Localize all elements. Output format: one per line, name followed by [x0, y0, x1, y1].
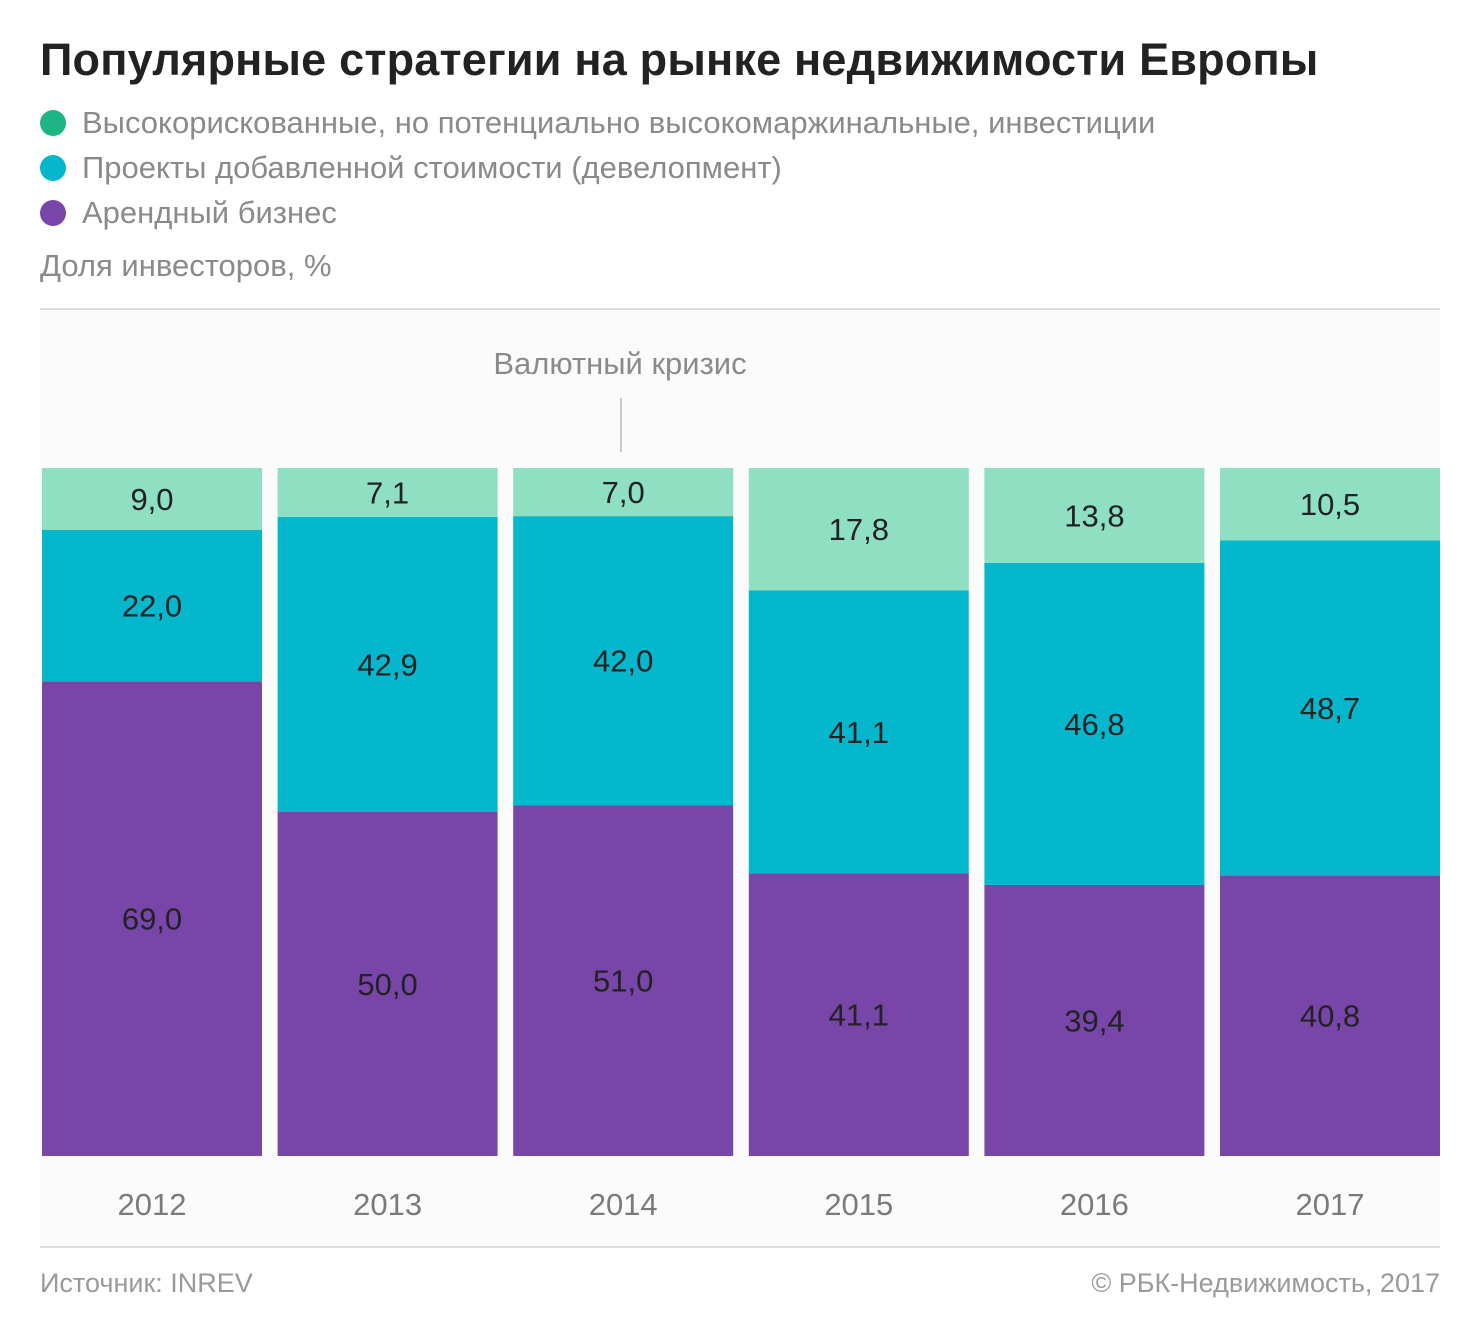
annotation-currency-crisis: Валютный кризис [493, 346, 747, 381]
x-tick-label-2012: 2012 [118, 1187, 187, 1222]
bar-segment-2014-1 [513, 805, 734, 1156]
data-label-2017-2: 48,7 [1300, 691, 1360, 726]
bar-segment-2015-1 [748, 873, 969, 1156]
x-tick-label-2017: 2017 [1296, 1187, 1365, 1222]
bar-segment-2014-3 [513, 468, 734, 517]
legend-dot-value-added [40, 155, 66, 181]
annotation-pointer-line [620, 398, 622, 452]
bar-segment-2016-3 [984, 468, 1205, 563]
data-label-2015-3: 17,8 [829, 512, 889, 547]
chart-title: Популярные стратегии на рынке недвижимос… [40, 34, 1319, 85]
legend-label-value-added: Проекты добавленной стоимости (девелопме… [82, 150, 782, 185]
data-label-2016-3: 13,8 [1064, 498, 1124, 533]
data-label-2013-1: 50,0 [357, 967, 417, 1002]
legend: Высокорискованные, но потенциально высок… [40, 100, 1155, 235]
data-label-2012-2: 22,0 [122, 589, 182, 624]
bar-segment-2016-1 [984, 884, 1205, 1156]
bottom-divider [40, 1246, 1440, 1248]
bar-segment-2017-1 [1220, 875, 1440, 1156]
data-label-2016-1: 39,4 [1064, 1003, 1124, 1038]
x-tick-label-2015: 2015 [824, 1187, 893, 1222]
bar-segment-2012-3 [42, 468, 262, 530]
bar-segment-2017-2 [1220, 540, 1440, 876]
y-axis-units-label: Доля инвесторов, % [40, 248, 332, 283]
plot-background [40, 310, 1440, 1246]
data-label-2012-3: 9,0 [130, 482, 173, 517]
bar-segment-2014-2 [513, 516, 734, 806]
bar-segment-2015-3 [748, 468, 969, 591]
legend-dot-rental [40, 200, 66, 226]
bar-segment-2016-2 [984, 562, 1205, 885]
legend-dot-high-risk [40, 110, 66, 136]
bar-segment-2013-3 [277, 468, 498, 517]
legend-item-high-risk: Высокорискованные, но потенциально высок… [40, 100, 1155, 145]
legend-label-rental: Арендный бизнес [82, 195, 337, 230]
data-label-2014-1: 51,0 [593, 964, 653, 999]
x-tick-label-2013: 2013 [353, 1187, 422, 1222]
bar-segment-2012-1 [42, 681, 262, 1156]
bar-segment-2013-2 [277, 516, 498, 812]
data-label-2013-2: 42,9 [357, 647, 417, 682]
x-tick-label-2016: 2016 [1060, 1187, 1129, 1222]
top-divider [40, 308, 1440, 310]
data-label-2017-1: 40,8 [1300, 999, 1360, 1034]
bar-segment-2013-1 [277, 812, 498, 1156]
bar-segment-2017-3 [1220, 468, 1440, 541]
data-label-2013-3: 7,1 [366, 475, 409, 510]
x-tick-label-2014: 2014 [589, 1187, 658, 1222]
legend-label-high-risk: Высокорискованные, но потенциально высок… [82, 105, 1156, 140]
bar-segment-2012-2 [42, 529, 262, 682]
bar-segment-2015-2 [748, 590, 969, 874]
source-note: Источник: INREV [40, 1268, 253, 1298]
data-label-2014-3: 7,0 [602, 475, 645, 510]
data-label-2015-2: 41,1 [829, 715, 889, 750]
data-label-2016-2: 46,8 [1064, 707, 1124, 742]
data-label-2014-2: 42,0 [593, 644, 653, 679]
data-label-2012-1: 69,0 [122, 902, 182, 937]
data-label-2015-1: 41,1 [829, 998, 889, 1033]
data-label-2017-3: 10,5 [1300, 487, 1360, 522]
legend-item-value-added: Проекты добавленной стоимости (девелопме… [40, 145, 1155, 190]
copyright-note: © РБК-Недвижимость, 2017 [1091, 1268, 1440, 1298]
legend-item-rental: Арендный бизнес [40, 190, 1155, 235]
